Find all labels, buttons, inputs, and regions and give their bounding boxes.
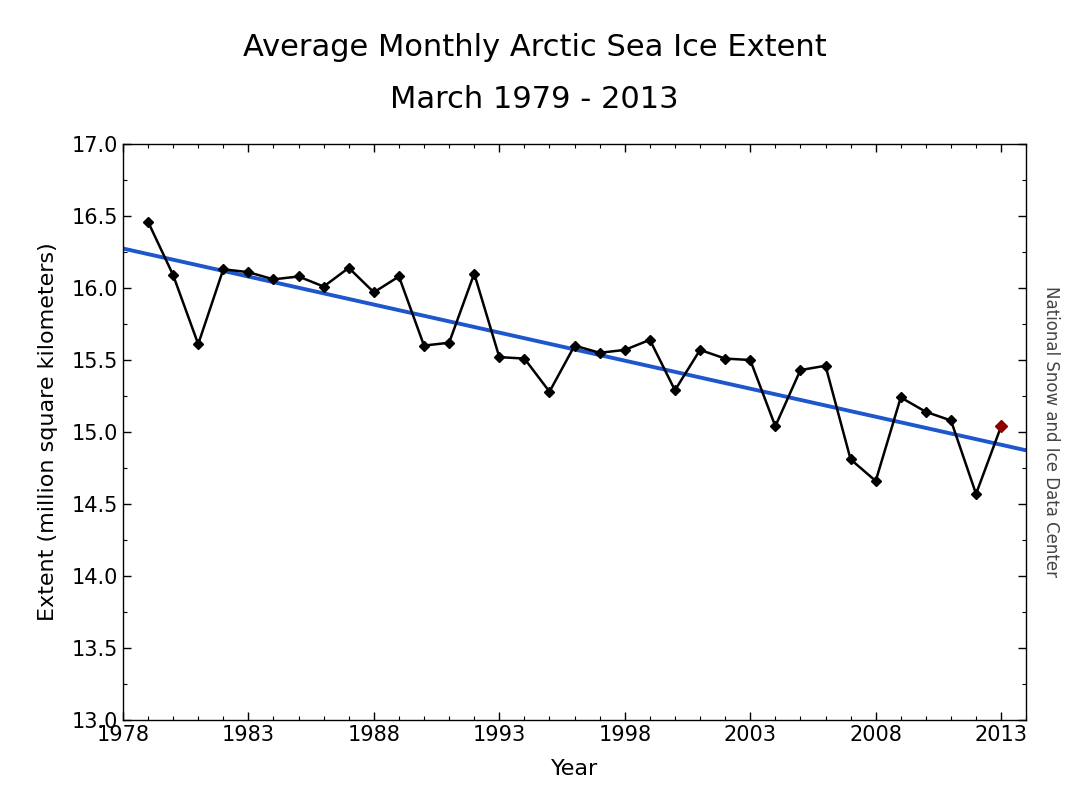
X-axis label: Year: Year xyxy=(551,758,599,778)
Text: Average Monthly Arctic Sea Ice Extent: Average Monthly Arctic Sea Ice Extent xyxy=(243,34,826,62)
Text: National Snow and Ice Data Center: National Snow and Ice Data Center xyxy=(1042,286,1060,578)
Text: March 1979 - 2013: March 1979 - 2013 xyxy=(390,86,679,114)
Y-axis label: Extent (million square kilometers): Extent (million square kilometers) xyxy=(37,242,58,622)
